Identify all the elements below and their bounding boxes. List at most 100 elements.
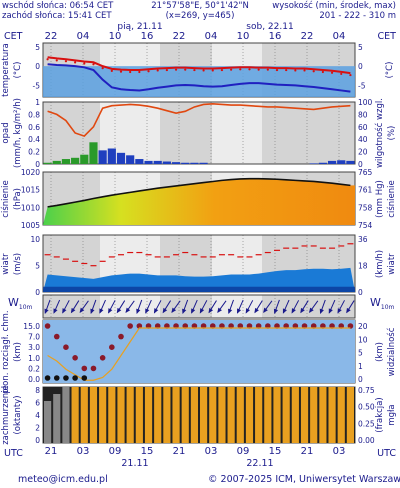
temperature-point [119,70,123,73]
top-hour-label: 04 [332,31,346,42]
cloud-base-tick-label: 0.0 [28,375,40,384]
cloud-base-point [44,323,51,329]
precip-bar [89,142,98,164]
wind-speed-area [43,267,355,292]
arrow-head [145,308,150,314]
temperature-point [55,59,58,62]
wind-direction-arrow [263,300,273,313]
wind-direction-label-left: W10m [8,296,33,312]
arrow-head [217,307,222,313]
wind-direction-arrow [328,299,336,314]
cloudiness-bar [337,387,345,443]
temperature-point [101,67,104,70]
humidity-line [47,103,351,138]
precip-bar [162,161,171,164]
cloudiness-bar [89,387,98,443]
wind-direction-arrow [236,299,244,314]
temperature-tick-label-right: -5 [358,81,366,90]
top-hour-label: 16 [140,31,154,42]
cloud-base-point [72,355,78,361]
wind-direction-arrow [346,300,355,314]
cloudiness-bar [99,387,107,443]
temperature-point [193,68,196,72]
temperature-tick-label-right: 0 [358,62,363,71]
cloudiness-bar [181,387,189,443]
temperature-point [220,68,224,72]
precip-tick-label: 0.6 [28,123,40,132]
wind-direction-arrow [337,300,345,314]
precip-bar [126,155,135,164]
arrow-head [319,308,324,315]
wind_dir-frame [42,294,356,319]
cloudiness-bar [328,387,336,443]
cloudiness-bar [291,387,299,443]
arrow-head [300,307,305,314]
cloud-base-tick-label: 3.0 [28,343,40,352]
bottom-hour-label: 15 [140,446,154,457]
wind-direction-arrow [182,299,189,315]
dewpoint-line [47,63,351,93]
utc-label-right: UTC [377,448,396,459]
cloudiness-bar [346,387,354,443]
arrow-head [199,308,205,314]
bottom-hour-label: 21 [300,446,314,457]
pressure-tick-label: 1020 [21,168,40,177]
cloudiness-tick-label: 8 [35,386,40,395]
cloudiness-bar [310,387,318,443]
cloud-base-point [90,365,97,372]
low-cloud-point [72,375,78,381]
cloudiness-bar [108,387,116,443]
pressure-mmhg-tick-label: 765 [358,168,373,177]
cloudiness-bar [144,387,153,443]
visibility-tick-label: 0 [358,375,363,384]
coordinates-text: 21°57'58"E, 50°1'42"N [151,1,249,11]
footer-email[interactable]: meteo@icm.edu.pl [18,474,108,485]
arrow-head [125,307,131,313]
arrow-head [346,307,351,314]
bottom-hour-label: 03 [332,446,346,457]
wind-direction-arrow [309,300,319,313]
arrow-head [237,308,242,314]
top-hour-label: 22 [172,31,186,42]
cloudiness-night [43,387,355,443]
pressure-area [43,178,355,225]
precip-night-band [160,102,212,164]
pressure-tick-label: 1005 [21,221,40,230]
cloudiness-bar [319,387,327,443]
timezone-left-label: CET [4,31,23,42]
temperature-point [257,68,260,71]
cloudiness-tick-label: 6 [35,399,40,408]
cloud-base-point [109,344,115,351]
cloudiness-bar [135,387,143,443]
precip-bar [327,160,337,164]
sunset-text: zachód słońca: 15:41 CET [2,11,112,21]
cloudiness-bar [245,387,254,443]
cloud-base-point [81,365,88,372]
arrow-head [263,307,268,313]
temperature-point [92,63,95,66]
precip-bar [309,163,318,164]
date-label-2: 22.11 [246,458,274,469]
cloud-base-point [63,344,69,351]
precip-tick-label: 0.2 [28,148,40,157]
fog-tick-label: 0.75 [358,386,375,395]
cloudiness-bar [53,394,61,443]
wind_dir-night-band [43,295,100,318]
humidity-tick-label: 0 [358,160,363,169]
cloudiness-tick-label: 0 [35,436,40,445]
temperature-tick-label: -5 [33,81,41,90]
pressure-tick-label: 1010 [21,203,40,212]
wind-direction-arrow [191,299,198,314]
cloud-base-tick-label: 1.0 [28,354,40,363]
wind-direction-arrow [136,299,143,315]
arrow-head [282,308,287,314]
fog-tick-label: 0.25 [358,419,375,428]
arrow-head [79,307,85,313]
cloud-base-point [127,323,133,329]
wind-direction-arrow [90,299,97,315]
fog-tick-label: 0.00 [358,436,375,445]
cloudiness-tick-label: 2 [35,424,40,433]
precip-tick-label: 0 [35,160,40,169]
altitude-title: wysokość (min, środek, max) [272,1,396,11]
